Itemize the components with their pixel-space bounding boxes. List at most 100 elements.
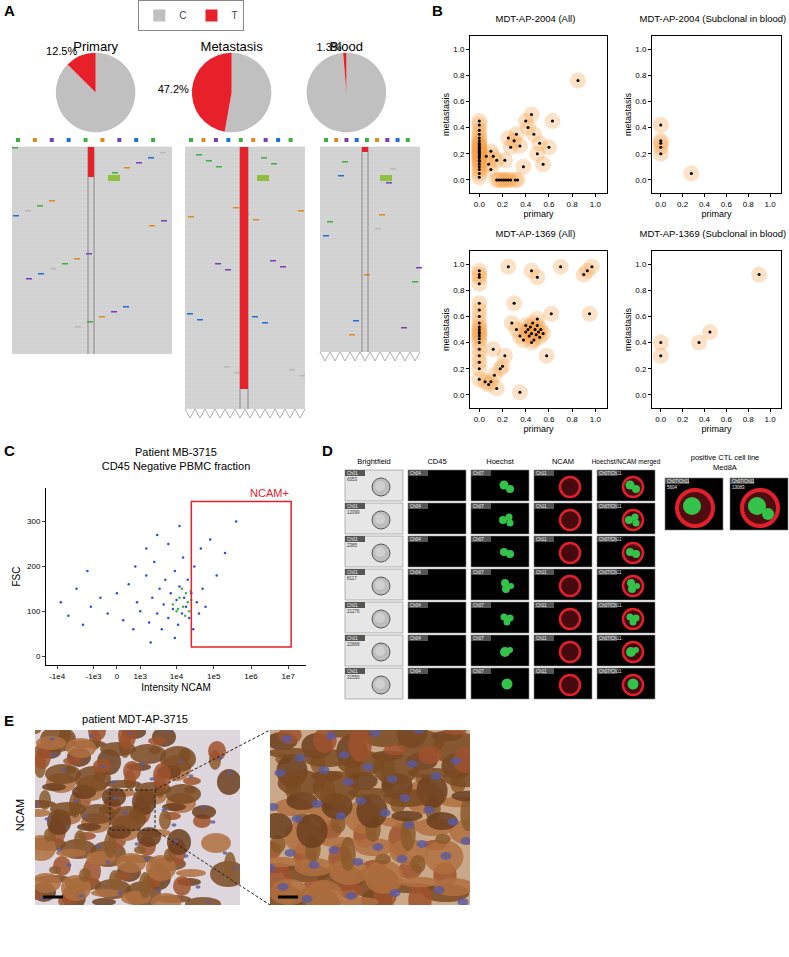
- svg-text:Med8A: Med8A: [713, 463, 737, 472]
- svg-text:0.4: 0.4: [520, 415, 532, 424]
- svg-text:Ch04: Ch04: [410, 669, 421, 674]
- svg-text:0.8: 0.8: [567, 200, 579, 209]
- svg-text:-1e3: -1e3: [86, 672, 103, 681]
- svg-text:patient MDT-AP-3715: patient MDT-AP-3715: [82, 713, 188, 725]
- svg-text:0.0: 0.0: [655, 200, 667, 209]
- svg-text:0.2: 0.2: [635, 150, 647, 159]
- svg-text:Ch07: Ch07: [473, 669, 484, 674]
- svg-text:0.6: 0.6: [721, 415, 733, 424]
- svg-text:Ch11: Ch11: [536, 669, 547, 674]
- svg-text:8117: 8117: [347, 576, 357, 581]
- svg-text:Ch07/Ch11: Ch07/Ch11: [599, 537, 622, 542]
- svg-text:Ch01: Ch01: [347, 570, 358, 575]
- svg-text:Primary: Primary: [73, 39, 118, 54]
- svg-text:1.0: 1.0: [453, 45, 465, 54]
- svg-text:Ch07/Ch11: Ch07/Ch11: [599, 636, 622, 641]
- svg-text:1e3: 1e3: [134, 672, 148, 681]
- svg-text:300: 300: [27, 517, 41, 526]
- svg-text:2385: 2385: [347, 543, 358, 548]
- svg-text:0.6: 0.6: [635, 97, 647, 106]
- svg-text:0.8: 0.8: [743, 200, 755, 209]
- svg-text:0: 0: [36, 652, 41, 661]
- svg-text:Ch07: Ch07: [473, 570, 484, 575]
- svg-text:Ch07/Ch11: Ch07/Ch11: [599, 669, 622, 674]
- svg-text:Ch07/Ch11: Ch07/Ch11: [599, 504, 622, 509]
- svg-text:0.4: 0.4: [699, 200, 711, 209]
- svg-text:0.2: 0.2: [453, 150, 465, 159]
- svg-text:1e6: 1e6: [244, 672, 258, 681]
- svg-text:Ch04: Ch04: [410, 636, 421, 641]
- svg-text:-1e4: -1e4: [49, 672, 66, 681]
- svg-text:NCAM: NCAM: [552, 457, 574, 466]
- svg-text:metastasis: metastasis: [441, 92, 451, 136]
- svg-text:Patient MB-3715CD45 Negative P: Patient MB-3715CD45 Negative PBMC fracti…: [102, 446, 251, 472]
- svg-text:Ch07/Ch11: Ch07/Ch11: [599, 603, 622, 608]
- svg-text:MDT-AP-2004 (Subclonal in bloo: MDT-AP-2004 (Subclonal in blood): [639, 13, 786, 24]
- svg-text:1e5: 1e5: [207, 672, 221, 681]
- svg-text:Ch11: Ch11: [536, 504, 547, 509]
- svg-text:T: T: [231, 10, 237, 21]
- svg-text:0.8: 0.8: [567, 415, 579, 424]
- svg-text:12.5%: 12.5%: [46, 45, 77, 57]
- svg-text:Ch11: Ch11: [536, 471, 547, 476]
- svg-text:Ch01: Ch01: [347, 537, 358, 542]
- svg-text:1e7: 1e7: [282, 672, 296, 681]
- svg-text:12099: 12099: [347, 510, 360, 515]
- svg-text:primary: primary: [701, 209, 732, 219]
- svg-text:MDT-AP-1369 (All): MDT-AP-1369 (All): [496, 228, 576, 239]
- svg-text:NCAM: NCAM: [14, 799, 26, 831]
- svg-text:0.6: 0.6: [453, 97, 465, 106]
- svg-text:1.0: 1.0: [453, 260, 465, 269]
- svg-text:0.2: 0.2: [677, 415, 689, 424]
- svg-text:0.2: 0.2: [497, 200, 509, 209]
- svg-text:0.2: 0.2: [677, 200, 689, 209]
- svg-text:0.4: 0.4: [520, 200, 532, 209]
- svg-text:0.4: 0.4: [453, 338, 465, 347]
- svg-text:MDT-AP-1369 (Subclonal in bloo: MDT-AP-1369 (Subclonal in blood): [639, 228, 786, 239]
- svg-text:0.6: 0.6: [543, 415, 555, 424]
- svg-text:C: C: [179, 10, 186, 21]
- svg-text:Ch07: Ch07: [473, 471, 484, 476]
- svg-text:0.2: 0.2: [453, 365, 465, 374]
- svg-text:metastasis: metastasis: [623, 307, 633, 351]
- svg-text:0.0: 0.0: [474, 200, 486, 209]
- svg-text:Ch07: Ch07: [473, 636, 484, 641]
- svg-text:Ch11: Ch11: [536, 636, 547, 641]
- svg-text:Metastasis: Metastasis: [201, 39, 264, 54]
- svg-text:Ch11: Ch11: [536, 570, 547, 575]
- svg-text:0.6: 0.6: [543, 200, 555, 209]
- svg-text:metastasis: metastasis: [441, 307, 451, 351]
- svg-text:0.8: 0.8: [635, 286, 647, 295]
- svg-text:1.0: 1.0: [765, 200, 777, 209]
- svg-text:Ch07: Ch07: [473, 603, 484, 608]
- svg-text:NCAM+: NCAM+: [250, 487, 289, 499]
- svg-text:0.0: 0.0: [453, 176, 465, 185]
- svg-text:Ch07/Ch11: Ch07/Ch11: [732, 479, 755, 484]
- svg-text:Ch01: Ch01: [347, 504, 358, 509]
- svg-text:0.2: 0.2: [635, 365, 647, 374]
- svg-text:Ch04: Ch04: [410, 603, 421, 608]
- svg-text:1.0: 1.0: [765, 415, 777, 424]
- svg-text:Ch01: Ch01: [347, 603, 358, 608]
- svg-text:200: 200: [27, 562, 41, 571]
- svg-text:Ch01: Ch01: [347, 669, 358, 674]
- svg-text:Ch04: Ch04: [410, 471, 421, 476]
- svg-text:21276: 21276: [347, 609, 360, 614]
- svg-text:0.8: 0.8: [453, 286, 465, 295]
- svg-text:0.4: 0.4: [453, 123, 465, 132]
- svg-text:Blood: Blood: [330, 39, 363, 54]
- svg-text:0.8: 0.8: [453, 71, 465, 80]
- svg-text:primary: primary: [701, 424, 732, 434]
- svg-text:1.0: 1.0: [590, 415, 602, 424]
- svg-text:31550: 31550: [347, 675, 360, 680]
- svg-text:Ch11: Ch11: [536, 603, 547, 608]
- svg-text:Ch07: Ch07: [473, 537, 484, 542]
- svg-text:1.3%: 1.3%: [316, 41, 341, 53]
- svg-text:0.0: 0.0: [474, 415, 486, 424]
- svg-text:Intensity NCAM: Intensity NCAM: [141, 682, 210, 693]
- svg-text:47.2%: 47.2%: [158, 83, 189, 95]
- svg-text:0.2: 0.2: [497, 415, 509, 424]
- svg-text:0.4: 0.4: [699, 415, 711, 424]
- svg-text:Ch07: Ch07: [473, 504, 484, 509]
- svg-text:Ch07/Ch11: Ch07/Ch11: [599, 471, 622, 476]
